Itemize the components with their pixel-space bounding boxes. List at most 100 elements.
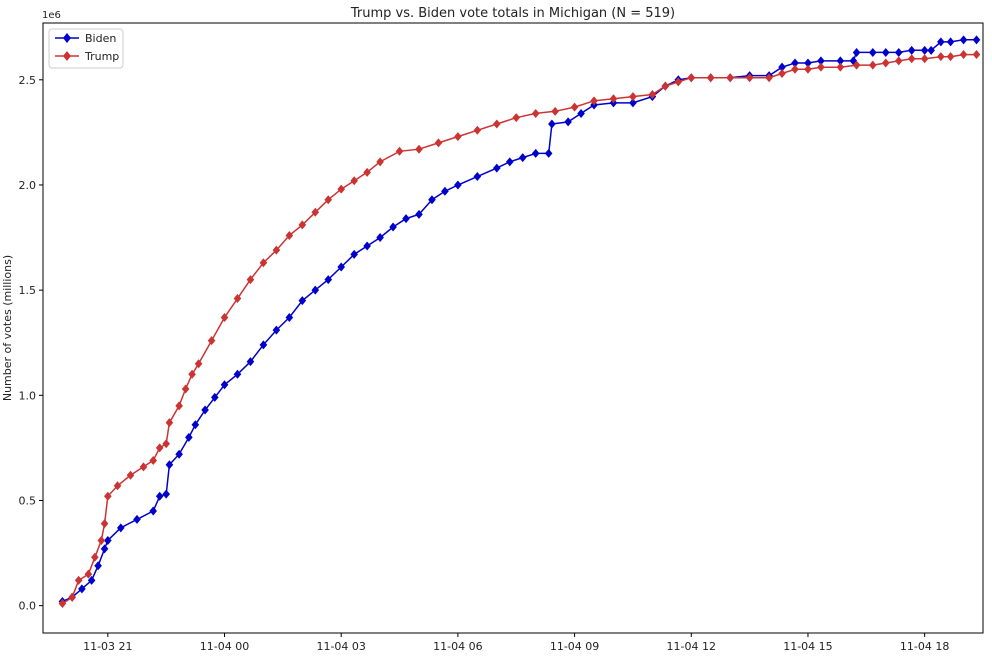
x-tick-label: 11-04 00 bbox=[200, 640, 249, 653]
trump-data-point bbox=[907, 54, 916, 64]
biden-data-point bbox=[972, 35, 981, 45]
trump-data-point bbox=[337, 184, 346, 194]
trump-data-point bbox=[745, 73, 754, 83]
biden-data-point bbox=[104, 535, 112, 545]
biden-data-point bbox=[149, 506, 158, 516]
biden-data-point bbox=[881, 47, 890, 57]
trump-data-point bbox=[765, 73, 773, 83]
biden-data-point bbox=[894, 47, 903, 57]
trump-data-point bbox=[207, 336, 216, 346]
trump-data-point bbox=[661, 81, 670, 91]
trump-data-point bbox=[58, 599, 67, 609]
series-layer bbox=[58, 35, 981, 609]
biden-data-point bbox=[791, 58, 799, 68]
trump-data-point bbox=[74, 575, 83, 585]
biden-data-point bbox=[577, 108, 585, 118]
biden-data-point bbox=[350, 249, 358, 259]
trump-data-point bbox=[165, 418, 174, 428]
y-axis-label: Number of votes (millions) bbox=[1, 255, 14, 401]
legend-trump-marker bbox=[63, 51, 71, 61]
biden-data-point bbox=[907, 45, 916, 55]
trump-data-point bbox=[454, 132, 462, 142]
trump-data-point bbox=[175, 401, 183, 411]
biden-data-point bbox=[94, 561, 102, 571]
biden-data-point bbox=[165, 460, 174, 470]
x-tick-label: 11-04 18 bbox=[900, 640, 949, 653]
legend-trump-label: Trump bbox=[84, 50, 119, 63]
trump-data-point bbox=[91, 552, 99, 562]
biden-data-point bbox=[337, 262, 346, 272]
biden-data-point bbox=[927, 45, 935, 55]
biden-data-point bbox=[518, 153, 527, 163]
trump-data-point bbox=[512, 113, 521, 123]
y-tick-label: 1.5 bbox=[19, 284, 37, 297]
y-axis: 0.0 0.5 1.0 1.5 2.0 2.5 bbox=[19, 74, 43, 613]
trump-data-point bbox=[726, 73, 734, 83]
biden-data-point bbox=[133, 514, 141, 524]
trump-data-point bbox=[492, 119, 501, 129]
biden-data-point bbox=[298, 296, 307, 306]
x-tick-label: 11-04 15 bbox=[783, 640, 832, 653]
trump-data-point bbox=[220, 312, 229, 322]
trump-data-point bbox=[194, 359, 203, 369]
trump-data-point bbox=[959, 50, 968, 60]
trump-data-point bbox=[570, 102, 579, 112]
trump-data-point bbox=[298, 220, 307, 230]
trump-data-point bbox=[246, 275, 255, 285]
trump-data-point bbox=[894, 56, 903, 66]
biden-data-point bbox=[505, 157, 514, 167]
biden-data-point bbox=[285, 312, 294, 322]
y-tick-label: 0.5 bbox=[19, 494, 37, 507]
biden-data-point bbox=[311, 285, 320, 295]
biden-data-point bbox=[473, 172, 482, 182]
biden-data-point bbox=[402, 214, 410, 224]
trump-data-point bbox=[285, 230, 294, 240]
trump-data-point bbox=[233, 294, 242, 304]
biden-data-point bbox=[492, 163, 501, 173]
biden-data-point bbox=[389, 222, 397, 232]
biden-data-point bbox=[155, 491, 164, 501]
biden-data-point bbox=[162, 489, 170, 499]
trump-data-point bbox=[363, 167, 371, 177]
x-tick-label: 11-04 03 bbox=[316, 640, 365, 653]
legend-biden-label: Biden bbox=[85, 32, 116, 45]
y-tick-label: 0.0 bbox=[19, 600, 37, 613]
biden-data-point bbox=[175, 449, 183, 459]
x-tick-label: 11-04 12 bbox=[667, 640, 716, 653]
trump-series-line bbox=[61, 53, 977, 605]
trump-data-point bbox=[188, 369, 196, 379]
trump-data-point bbox=[648, 90, 657, 100]
biden-data-point bbox=[852, 47, 861, 57]
trump-data-point bbox=[350, 176, 358, 186]
biden-data-point bbox=[564, 117, 572, 127]
x-tick-label: 11-04 09 bbox=[550, 640, 599, 653]
biden-data-point bbox=[836, 56, 845, 66]
biden-data-point bbox=[246, 357, 255, 367]
y-tick-label: 2.0 bbox=[19, 179, 37, 192]
trump-data-point bbox=[376, 157, 384, 167]
trump-data-point bbox=[817, 62, 825, 72]
trump-data-point bbox=[609, 94, 618, 104]
trump-data-point bbox=[868, 60, 877, 70]
trump-data-point bbox=[434, 138, 443, 148]
legend: Biden Trump bbox=[48, 28, 124, 69]
biden-data-point bbox=[116, 523, 125, 533]
trump-data-point bbox=[149, 456, 158, 466]
trump-data-point bbox=[68, 592, 76, 602]
trump-data-point bbox=[473, 125, 482, 135]
trump-data-point bbox=[791, 64, 799, 74]
trump-data-point bbox=[804, 64, 812, 74]
x-tick-label: 11-03 21 bbox=[83, 640, 132, 653]
biden-data-point bbox=[233, 369, 242, 379]
biden-data-point bbox=[959, 35, 968, 45]
x-axis: 11-03 21 11-04 00 11-04 03 11-04 06 11-04 09… bbox=[83, 633, 949, 653]
biden-data-point bbox=[87, 575, 96, 585]
trump-data-point bbox=[395, 146, 404, 156]
x-tick-label: 11-04 06 bbox=[433, 640, 482, 653]
trump-data-point bbox=[946, 52, 955, 62]
biden-data-point bbox=[220, 380, 229, 390]
biden-data-point bbox=[376, 233, 384, 243]
trump-data-point bbox=[104, 491, 112, 501]
trump-data-point bbox=[590, 96, 598, 106]
biden-data-point bbox=[259, 340, 268, 350]
